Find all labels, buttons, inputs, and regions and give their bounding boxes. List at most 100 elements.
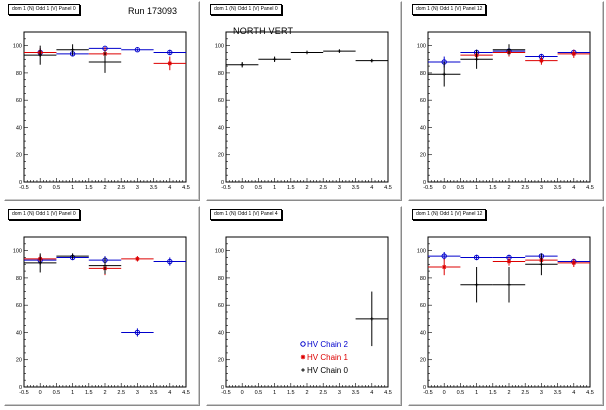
legend-marker-chain2 — [300, 341, 306, 347]
x-tick-label: 4 — [168, 185, 171, 191]
data-point — [441, 253, 447, 259]
y-tick-label: 100 — [13, 249, 22, 255]
x-tick-label: 1 — [71, 390, 74, 396]
x-tick-label: 1.5 — [489, 390, 497, 396]
data-point-stroke — [442, 265, 447, 269]
legend-entry-chain0: HV Chain 0 — [307, 366, 348, 375]
x-tick-label: 0.5 — [457, 390, 465, 396]
x-tick-label: 4 — [572, 185, 575, 191]
x-tick-label: 2 — [305, 390, 308, 396]
x-tick-label: 2.5 — [319, 185, 327, 191]
y-tick-label: 100 — [417, 249, 426, 255]
x-tick-label: 0 — [39, 185, 42, 191]
y-tick-label: 20 — [16, 358, 22, 364]
data-point — [167, 258, 173, 265]
pad-4: -0.5 0 0.5 1 1.5 2 2.5 3 3.5 4 4.5 0 20 40 60 80 100 dom… — [4, 206, 200, 406]
x-tick-label: 2 — [305, 185, 308, 191]
y-tick-label: 100 — [417, 44, 426, 50]
data-point — [370, 58, 374, 63]
x-tick-label: 0 — [241, 390, 244, 396]
y-tick-label: 0 — [423, 385, 426, 391]
x-tick-label: 1 — [273, 390, 276, 396]
y-tick-label: 40 — [420, 125, 426, 131]
x-tick-label: 0.5 — [255, 390, 263, 396]
x-tick-label: 1 — [475, 185, 478, 191]
x-tick-label: 0 — [39, 390, 42, 396]
data-point-stroke — [167, 61, 172, 66]
x-tick-label: 4 — [370, 185, 373, 191]
x-tick-label: 1.5 — [85, 390, 93, 396]
data-point — [539, 262, 544, 267]
x-tick-label: -0.5 — [423, 390, 432, 396]
x-tick-label: 0.5 — [255, 185, 263, 191]
x-tick-label: 4.5 — [586, 390, 594, 396]
y-tick-label: 100 — [215, 249, 224, 255]
y-tick-label: 60 — [16, 303, 22, 309]
x-tick-label: 3.5 — [150, 185, 158, 191]
y-tick-label: 40 — [218, 330, 224, 336]
data-point — [103, 60, 107, 64]
x-tick-label: 0 — [443, 390, 446, 396]
x-tick-label: -0.5 — [19, 185, 28, 191]
legend-marker-chain1 — [300, 354, 306, 360]
y-tick-label: 80 — [16, 276, 22, 282]
x-tick-label: 3.5 — [554, 390, 562, 396]
data-point — [38, 261, 42, 265]
y-tick-label: 0 — [423, 180, 426, 186]
y-tick-label: 100 — [215, 44, 224, 50]
pad-1: -0.5 0 0.5 1 1.5 2 2.5 3 3.5 4 4.5 0 20 40 60 80 100 dom… — [4, 1, 200, 201]
y-tick-label: 0 — [19, 180, 22, 186]
pad-title: dom 1 (N) Odd 1 (V) Panel 0 — [8, 4, 80, 15]
x-tick-label: 1 — [273, 185, 276, 191]
data-point — [38, 53, 42, 57]
x-tick-label: 0.5 — [457, 185, 465, 191]
legend-marker-chain1-stroke — [301, 355, 305, 359]
data-point — [240, 62, 244, 67]
pad-2: -0.5 0 0.5 1 1.5 2 2.5 3 3.5 4 4.5 0 20 40 60 80 100 dom… — [206, 1, 402, 201]
y-tick-label: 60 — [218, 303, 224, 309]
y-tick-label: 100 — [13, 44, 22, 50]
data-point — [474, 282, 479, 287]
pad-6: -0.5 0 0.5 1 1.5 2 2.5 3 3.5 4 4.5 0 20 40 60 80 100 dom… — [408, 206, 604, 406]
pad-title: dom 1 (N) Odd 1 (V) Panel 0 — [210, 4, 282, 15]
x-tick-label: 4.5 — [586, 185, 594, 191]
legend-entry-chain1: HV Chain 1 — [307, 353, 348, 362]
x-tick-label: 2 — [507, 185, 510, 191]
pad-title: dom 1 (N) Odd 1 (V) Panel 12 — [412, 209, 487, 220]
x-tick-label: 3 — [540, 390, 543, 396]
data-point — [167, 49, 173, 56]
data-point — [370, 317, 374, 321]
x-tick-label: 4.5 — [182, 185, 190, 191]
data-point — [506, 259, 512, 264]
data-point — [474, 57, 479, 62]
x-tick-label: -0.5 — [19, 390, 28, 396]
data-point — [442, 264, 447, 270]
data-point — [305, 50, 309, 55]
data-point-stroke — [507, 259, 511, 264]
data-point-stroke — [539, 58, 544, 63]
x-tick-label: 4 — [572, 390, 575, 396]
x-tick-label: 2 — [103, 185, 106, 191]
legend-label-chain1: HV Chain 1 — [307, 353, 348, 362]
data-point-stroke — [571, 260, 576, 265]
x-tick-label: 2 — [103, 390, 106, 396]
run-label: Run 173093 — [128, 6, 178, 16]
histogram-label: NORTH VERT — [233, 26, 294, 36]
x-tick-label: 3 — [338, 390, 341, 396]
x-tick-label: 2.5 — [117, 390, 125, 396]
data-point — [134, 47, 141, 53]
data-point — [539, 58, 544, 63]
y-tick-label: 20 — [218, 358, 224, 364]
plot-frame — [225, 236, 389, 388]
pad-title: dom 1 (N) Odd 1 (V) Panel 4 — [210, 209, 282, 220]
pad-5: -0.5 0 0.5 1 1.5 2 2.5 3 3.5 4 4.5 0 20 40 60 80 100 dom… — [206, 206, 402, 406]
data-point — [134, 329, 141, 336]
x-tick-label: 2 — [507, 390, 510, 396]
pad-title: dom 1 (N) Odd 1 (V) Panel 12 — [412, 4, 487, 15]
y-tick-label: 0 — [221, 385, 224, 391]
x-tick-label: 3 — [338, 185, 341, 191]
data-point — [70, 254, 75, 258]
x-tick-label: 2.5 — [117, 185, 125, 191]
